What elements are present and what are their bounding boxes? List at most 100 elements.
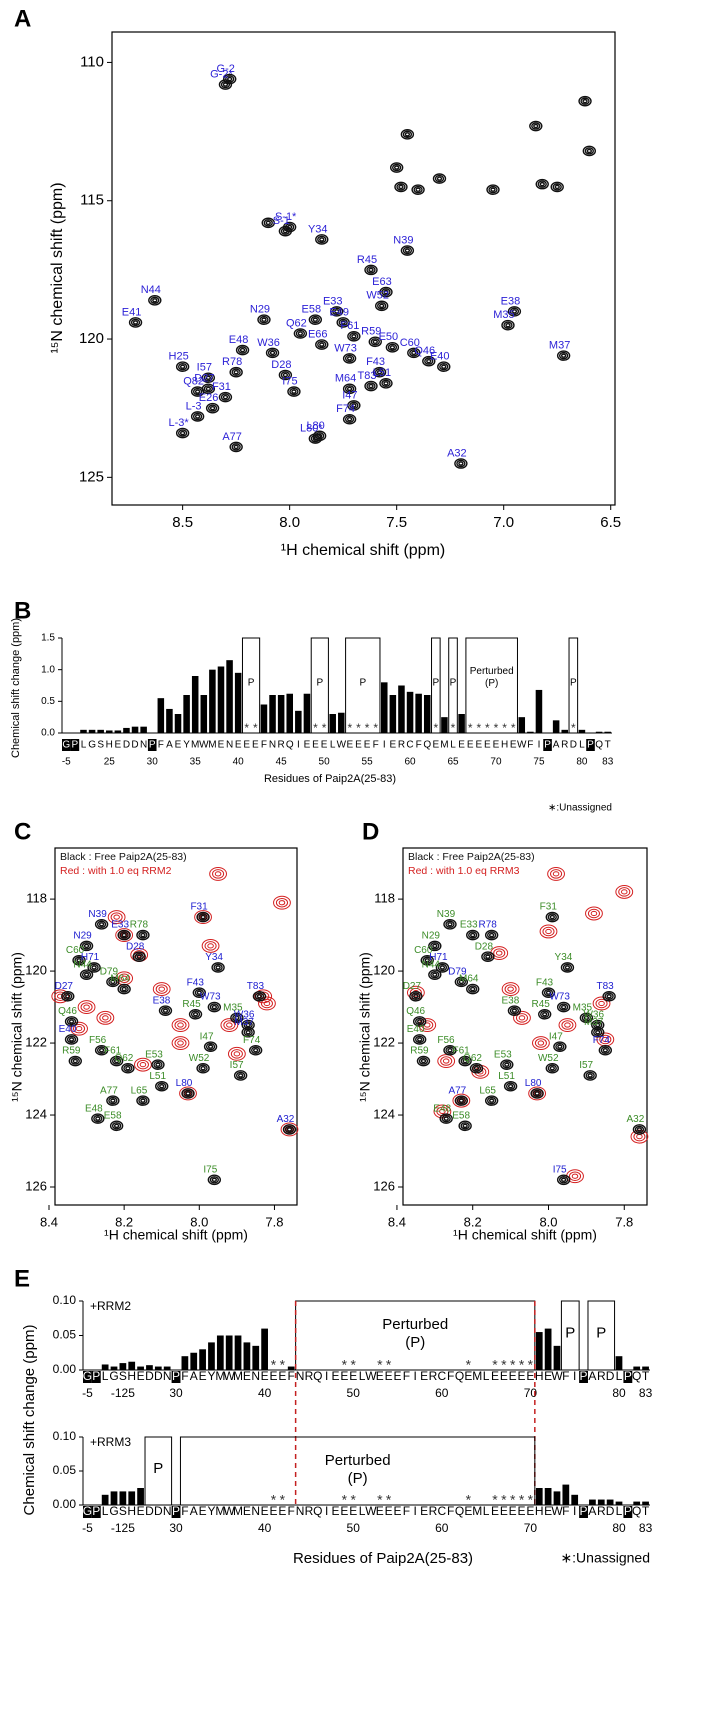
peak-label: C60 — [414, 945, 433, 956]
residue-letter: F — [373, 740, 379, 751]
peak-label: H71 — [81, 952, 100, 963]
peak — [443, 918, 457, 930]
peak — [598, 1044, 613, 1056]
peak-label: F56 — [437, 1035, 455, 1046]
peak — [196, 911, 210, 923]
x-tick-label: 80 — [576, 757, 588, 768]
perturbed-box — [310, 637, 329, 734]
peak — [209, 867, 227, 881]
peak — [315, 339, 329, 350]
peak — [201, 372, 216, 384]
residue-letter: H — [535, 1369, 544, 1383]
peak — [556, 350, 571, 361]
peak-label: E58 — [104, 1110, 122, 1121]
panel-letter: E — [14, 1265, 30, 1292]
residue-letter: M — [472, 1504, 482, 1518]
residue-letter: A — [588, 1369, 596, 1383]
series-tag: +RRM3 — [90, 1435, 131, 1449]
peak — [545, 911, 559, 923]
bar — [97, 729, 104, 733]
residue-letter: F — [261, 740, 267, 751]
bar — [642, 1366, 649, 1370]
residue-highlight — [586, 739, 595, 751]
peak — [466, 983, 480, 995]
bar — [131, 726, 139, 733]
peak-label: M64 — [459, 974, 479, 985]
residue-letter: E — [491, 1504, 499, 1518]
residue-letter: F — [562, 1504, 569, 1518]
peak — [602, 990, 616, 1002]
unassigned-mark: * — [342, 1492, 348, 1508]
y-tick-label: 0.05 — [53, 1463, 77, 1477]
residue-letter: E — [420, 1504, 428, 1518]
unassigned-mark: * — [271, 1357, 277, 1373]
residue-letter: Q — [286, 740, 294, 751]
peak-label: F61 — [104, 1046, 122, 1057]
residue-letter: E — [137, 1369, 145, 1383]
peak-label: L51 — [498, 1071, 515, 1082]
unassigned-mark: * — [511, 721, 516, 735]
residue-letter: N — [296, 1504, 305, 1518]
peak-label: I57 — [197, 362, 212, 374]
peak — [235, 344, 250, 356]
peak — [190, 411, 205, 422]
peak-label: G-2 — [217, 63, 235, 75]
peak — [171, 1018, 190, 1032]
residue-letter: E — [475, 740, 482, 751]
residue-letter: D — [145, 1369, 154, 1383]
unassigned-mark: * — [510, 1492, 516, 1508]
residue-letter: W — [337, 740, 347, 751]
residue-letter: E — [544, 1504, 552, 1518]
x-tick-label: 35 — [190, 757, 202, 768]
residue-letter: R — [429, 1369, 438, 1383]
peak-label: N39 — [437, 909, 456, 920]
residue-letter: Q — [632, 1369, 641, 1383]
bar — [381, 682, 388, 733]
peak-label: F31 — [540, 902, 558, 913]
peak — [407, 347, 421, 359]
residue-letter: E — [364, 740, 371, 751]
peak-label: Q62 — [286, 317, 307, 329]
residue-letter: E — [491, 1369, 499, 1383]
residue-letter: F — [447, 1504, 454, 1518]
peak — [535, 178, 549, 190]
peak-label: L51 — [149, 1071, 166, 1082]
peak-label: R78 — [130, 920, 149, 931]
y-axis-title: Chemical shift change (ppm) — [21, 1325, 38, 1516]
peak-label: L-3* — [169, 417, 190, 429]
residue-letter: W — [365, 1369, 377, 1383]
residue-letter: D — [154, 1369, 163, 1383]
peak — [175, 361, 190, 372]
residue-letter: F — [288, 1504, 295, 1518]
residue-letter: P — [580, 1504, 588, 1518]
unassigned-mark: * — [377, 1357, 383, 1373]
residue-highlight — [62, 739, 71, 751]
residue-letter: T — [642, 1504, 650, 1518]
y-tick-label: 124 — [373, 1106, 395, 1121]
peak — [416, 1055, 431, 1067]
x-tick-label: 83 — [639, 1386, 653, 1400]
bar — [181, 1356, 189, 1370]
peak — [592, 996, 611, 1011]
residue-letter: Q — [455, 1504, 464, 1518]
peak — [64, 1016, 79, 1027]
peak-label: E53 — [494, 1049, 512, 1060]
region-label: P — [450, 677, 457, 688]
peak — [115, 971, 134, 986]
residue-letter: E — [385, 1504, 393, 1518]
bar — [119, 1491, 127, 1505]
x-tick-label: 60 — [435, 1521, 449, 1535]
x-tick-label: 8.4 — [40, 1214, 58, 1229]
peak-label: A77 — [222, 431, 242, 443]
peak — [556, 1174, 571, 1186]
bar — [544, 1488, 552, 1505]
peak-label: L51 — [373, 367, 391, 379]
bar — [458, 714, 465, 733]
residue-letter: S — [97, 740, 104, 751]
peak-label: S-1 — [273, 215, 290, 227]
residue-letter: E — [243, 740, 250, 751]
residue-letter: W — [551, 1369, 563, 1383]
bar — [398, 685, 405, 733]
residue-letter: M — [208, 740, 216, 751]
peak-label: A32 — [447, 447, 467, 459]
